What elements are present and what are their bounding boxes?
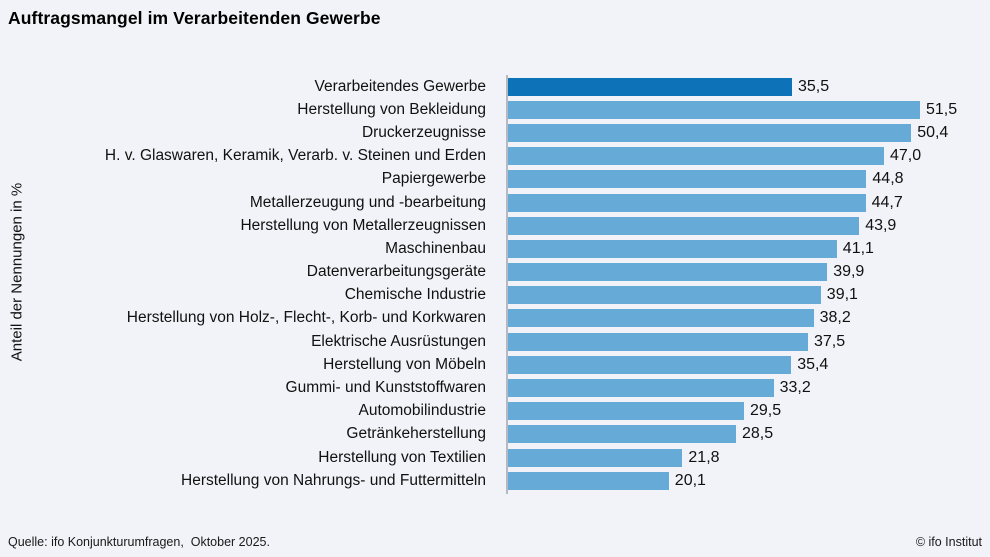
- bar-category-label: Druckerzeugnisse: [361, 123, 486, 141]
- bar-cell: 51,5: [497, 100, 990, 119]
- bar: [508, 332, 808, 351]
- bar: [508, 425, 736, 444]
- bar-row: Automobilindustrie 29,5: [0, 400, 990, 423]
- bar-category-label: Herstellung von Textilien: [318, 448, 486, 466]
- bar-value-label: 41,1: [842, 239, 874, 257]
- bar-value-label: 38,2: [819, 309, 851, 327]
- bar: [508, 379, 774, 398]
- bar-category-label: Gummi- und Kunststoffwaren: [285, 379, 486, 397]
- bar-row: Papiergewerbe 44,8: [0, 168, 990, 191]
- bar-value-label: 35,5: [798, 77, 830, 95]
- bar: [508, 448, 683, 467]
- bar: [508, 100, 920, 119]
- bar-row: Druckerzeugnisse 50,4: [0, 121, 990, 144]
- bar-value-label: 33,2: [779, 379, 811, 397]
- bar: [508, 193, 866, 212]
- bar-value-label: 39,1: [826, 286, 858, 304]
- bar-row: Verarbeitendes Gewerbe 35,5: [0, 75, 990, 98]
- bar-row: Getränkeherstellung 28,5: [0, 423, 990, 446]
- bar-category-label: Herstellung von Nahrungs- und Futtermitt…: [181, 471, 486, 489]
- bar-row: Datenverarbeitungsgeräte 39,9: [0, 261, 990, 284]
- bar-category-label: H. v. Glaswaren, Keramik, Verarb. v. Ste…: [104, 147, 486, 165]
- bar-cell: 43,9: [497, 216, 990, 235]
- bar-category-label: Elektrische Ausrüstungen: [311, 332, 486, 350]
- bar-cell: 28,5: [497, 425, 990, 444]
- bar-category-label: Herstellung von Bekleidung: [297, 100, 486, 118]
- bar-row: Maschinenbau 41,1: [0, 237, 990, 260]
- bar-value-label: 44,7: [871, 193, 903, 211]
- bar-cell: 39,9: [497, 263, 990, 282]
- bar-category-label: Chemische Industrie: [344, 286, 486, 304]
- bar-cell: 20,1: [497, 471, 990, 490]
- bar-cell: 47,0: [497, 147, 990, 166]
- source-note: Quelle: ifo Konjunkturumfragen, Oktober …: [8, 535, 270, 549]
- bar-chart: Verarbeitendes Gewerbe 35,5 Herstellung …: [0, 75, 990, 492]
- chart-title: Auftragsmangel im Verarbeitenden Gewerbe: [8, 8, 381, 28]
- axis-baseline: [506, 75, 508, 494]
- bar-value-label: 43,9: [865, 216, 897, 234]
- bar: [508, 239, 837, 258]
- bar-cell: 44,8: [497, 170, 990, 189]
- bar-cell: 37,5: [497, 332, 990, 351]
- bar-cell: 41,1: [497, 239, 990, 258]
- bar-row: Gummi- und Kunststoffwaren 33,2: [0, 376, 990, 399]
- bar: [508, 147, 884, 166]
- bar-category-label: Metallerzeugung und -bearbeitung: [249, 193, 486, 211]
- bar: [508, 286, 821, 305]
- bar-value-label: 35,4: [797, 355, 829, 373]
- bar-value-label: 51,5: [926, 100, 958, 118]
- bar-cell: 29,5: [497, 402, 990, 421]
- bar-cell: 50,4: [497, 123, 990, 142]
- bar-row: Herstellung von Metallerzeugnissen 43,9: [0, 214, 990, 237]
- bar-value-label: 37,5: [814, 332, 846, 350]
- bar-value-label: 39,9: [833, 263, 865, 281]
- bar-category-label: Maschinenbau: [385, 239, 486, 257]
- bar: [508, 471, 669, 490]
- bar-row: Herstellung von Holz-, Flecht-, Korb- un…: [0, 307, 990, 330]
- bar-cell: 21,8: [497, 448, 990, 467]
- bar-category-label: Herstellung von Holz-, Flecht-, Korb- un…: [126, 309, 486, 327]
- bar-category-label: Verarbeitendes Gewerbe: [314, 77, 486, 95]
- bar-value-label: 47,0: [890, 147, 922, 165]
- bar-cell: 38,2: [497, 309, 990, 328]
- bar-cell: 39,1: [497, 286, 990, 305]
- bar-cell: 44,7: [497, 193, 990, 212]
- bar-category-label: Datenverarbeitungsgeräte: [306, 263, 486, 281]
- bar-row: Chemische Industrie 39,1: [0, 284, 990, 307]
- bar-cell: 35,5: [497, 77, 990, 96]
- copyright-note: © ifo Institut: [915, 535, 982, 549]
- bar: [508, 355, 792, 374]
- bar: [508, 263, 828, 282]
- bar-value-label: 29,5: [750, 402, 782, 420]
- bar: [508, 309, 814, 328]
- bar-category-label: Herstellung von Metallerzeugnissen: [240, 216, 486, 234]
- bar-category-label: Papiergewerbe: [381, 170, 486, 188]
- bar-row: Herstellung von Nahrungs- und Futtermitt…: [0, 469, 990, 492]
- bar-value-label: 21,8: [688, 448, 720, 466]
- bar-row: H. v. Glaswaren, Keramik, Verarb. v. Ste…: [0, 145, 990, 168]
- bar-row: Herstellung von Möbeln 35,4: [0, 353, 990, 376]
- bar-value-label: 20,1: [674, 471, 706, 489]
- bar: [508, 123, 912, 142]
- bar-value-label: 28,5: [742, 425, 774, 443]
- bar: [508, 216, 860, 235]
- bar-value-label: 50,4: [917, 123, 949, 141]
- bar-cell: 35,4: [497, 355, 990, 374]
- bar-category-label: Getränkeherstellung: [346, 425, 486, 443]
- bar-cell: 33,2: [497, 379, 990, 398]
- bar-value-label: 44,8: [872, 170, 904, 188]
- bar-row: Herstellung von Bekleidung 51,5: [0, 98, 990, 121]
- bar-row: Elektrische Ausrüstungen 37,5: [0, 330, 990, 353]
- bar-category-label: Herstellung von Möbeln: [323, 355, 486, 373]
- bar-row: Herstellung von Textilien 21,8: [0, 446, 990, 469]
- bar: [508, 402, 744, 421]
- bar-category-label: Automobilindustrie: [358, 402, 486, 420]
- bar: [508, 170, 867, 189]
- bar-row: Metallerzeugung und -bearbeitung 44,7: [0, 191, 990, 214]
- bar: [508, 77, 792, 96]
